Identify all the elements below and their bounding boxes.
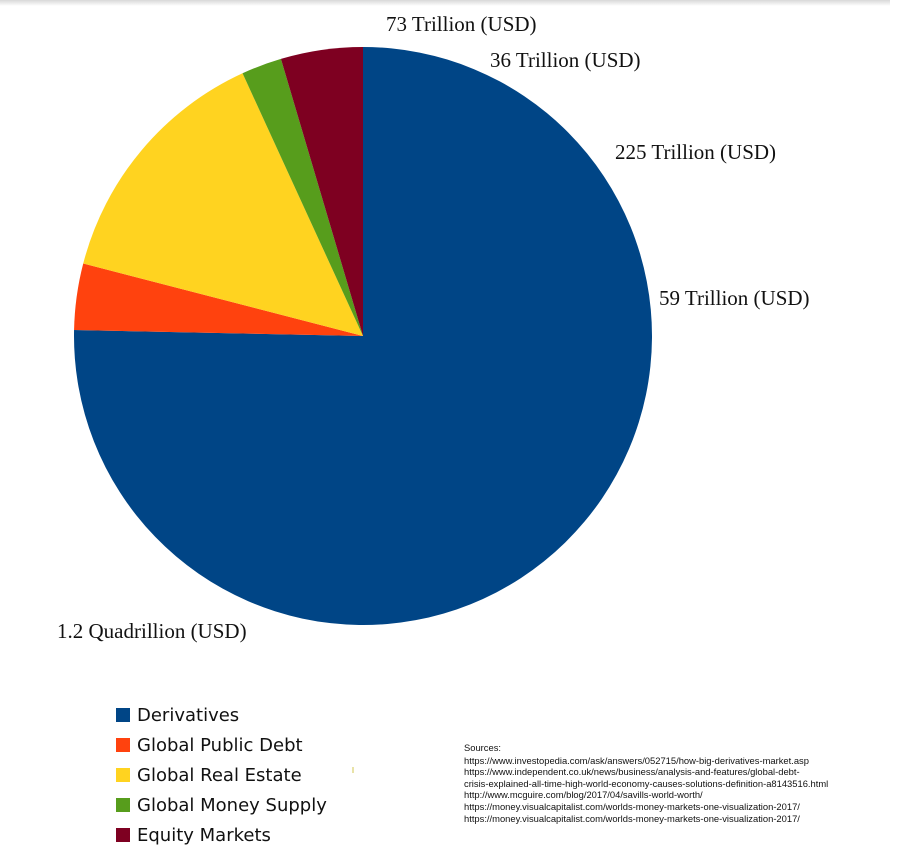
legend-swatch — [116, 798, 130, 812]
slice-label-global-real-estate: 225 Trillion (USD) — [615, 140, 776, 164]
sources-lines: https://www.investopedia.com/ask/answers… — [464, 755, 828, 825]
legend-swatch — [116, 738, 130, 752]
source-line: http://www.mcguire.com/blog/2017/04/savi… — [464, 789, 703, 801]
legend-label: Global Public Debt — [137, 734, 303, 756]
slice-label-equity-markets: 73 Trillion (USD) — [386, 12, 537, 36]
legend-swatch — [116, 768, 130, 782]
legend-item-equity-markets: Equity Markets — [116, 820, 327, 850]
legend-item-global-public-debt: Global Public Debt — [116, 730, 327, 760]
source-line: https://money.visualcapitalist.com/world… — [464, 800, 800, 812]
pie-slice-global-real-estate — [83, 73, 363, 337]
pie-slice-global-public-debt — [74, 263, 363, 336]
slice-label-derivatives: 1.2 Quadrillion (USD) — [57, 619, 247, 643]
legend-item-derivatives: Derivatives — [116, 700, 327, 730]
slice-label-global-money-supply: 36 Trillion (USD) — [490, 48, 641, 72]
source-line: https://www.independent.co.uk/news/busin… — [464, 766, 800, 778]
legend: Derivatives Global Public Debt Global Real… — [116, 700, 327, 850]
legend-item-global-real-estate: Global Real Estate — [116, 760, 327, 790]
legend-label: Equity Markets — [137, 824, 271, 846]
slice-labels: 1.2 Quadrillion (USD) 59 Trillion (USD) 22… — [57, 12, 810, 643]
source-line: crisis-explained-all-time-high-world-eco… — [464, 777, 829, 789]
window-top-shadow — [0, 0, 890, 6]
slice-label-global-public-debt: 59 Trillion (USD) — [659, 286, 810, 310]
legend-item-global-money-supply: Global Money Supply — [116, 790, 327, 820]
legend-label: Global Money Supply — [137, 794, 327, 816]
pie-slice-derivatives — [73, 47, 652, 625]
legend-swatch — [116, 828, 130, 842]
sources-title: Sources: — [464, 742, 501, 753]
stray-mark — [352, 767, 354, 773]
pie-slice-global-money-supply — [242, 58, 363, 337]
sources-note: Sources: https://www.investopedia.com/as… — [464, 742, 828, 824]
pie-slices — [73, 47, 652, 625]
source-line: https://www.investopedia.com/ask/answers… — [464, 754, 809, 766]
legend-label: Global Real Estate — [137, 764, 302, 786]
source-line: https://money.visualcapitalist.com/world… — [464, 812, 800, 824]
pie-chart: 1.2 Quadrillion (USD) 59 Trillion (USD) 22… — [57, 12, 810, 643]
legend-label: Derivatives — [137, 704, 240, 726]
pie-slice-equity-markets — [280, 47, 363, 336]
legend-swatch — [116, 708, 130, 722]
